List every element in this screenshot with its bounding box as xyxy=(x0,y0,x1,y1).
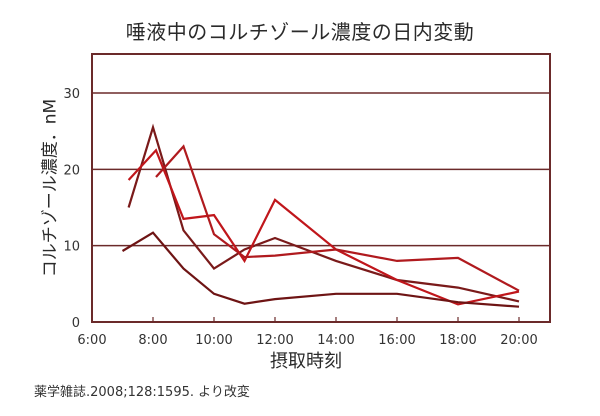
y-tick-label: 20 xyxy=(63,163,80,178)
x-tick-label: 6:00 xyxy=(77,333,106,348)
x-tick-label: 16:00 xyxy=(378,333,415,348)
chart-title: 唾液中のコルチゾール濃度の日内変動 xyxy=(125,20,475,44)
series-line-subject-1 xyxy=(127,123,520,303)
y-axis-ticks: 0 10 20 30 xyxy=(63,87,80,331)
series-line-subject-3 xyxy=(155,144,520,292)
x-axis-label: 摂取時刻 xyxy=(270,351,342,372)
y-tick-label: 10 xyxy=(63,240,80,255)
x-tick-label: 20:00 xyxy=(500,333,537,348)
gridlines xyxy=(92,92,550,247)
x-tick-label: 18:00 xyxy=(439,333,476,348)
y-tick-label: 0 xyxy=(72,316,80,331)
y-tick-label: 30 xyxy=(63,87,80,102)
source-citation: 薬学雑誌.2008;128:1595. より改変 xyxy=(34,385,250,400)
x-axis-ticks: 6:00 8:00 10:00 12:00 14:00 16:00 18:00 20:00 xyxy=(77,317,538,348)
x-tick-label: 8:00 xyxy=(138,333,167,348)
x-tick-label: 14:00 xyxy=(317,333,354,348)
series-line-subject-2 xyxy=(127,148,520,306)
plot-frame xyxy=(91,53,551,323)
x-tick-label: 10:00 xyxy=(195,333,232,348)
x-tick-label: 12:00 xyxy=(256,333,293,348)
series-line-subject-4 xyxy=(121,231,520,308)
data-series xyxy=(121,123,520,308)
